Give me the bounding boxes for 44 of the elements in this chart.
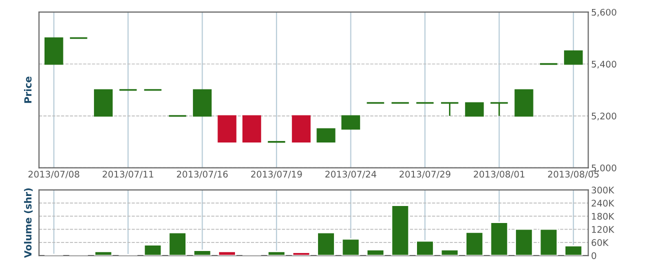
bar — [490, 222, 509, 256]
bar — [366, 248, 385, 256]
bar — [539, 228, 558, 256]
bar — [440, 248, 460, 256]
candlestick — [316, 128, 336, 143]
x-tick-label: 2013/07/16 — [176, 170, 228, 178]
bar — [465, 231, 484, 256]
y-tick-label: 180K — [592, 212, 614, 220]
bar — [168, 232, 187, 256]
y-tick-label: 5,000 — [592, 164, 616, 172]
y-tick-label: 60K — [592, 239, 609, 246]
y-axis-title: Volume (shr) — [24, 188, 33, 258]
y-tick-label: 5,200 — [592, 112, 616, 120]
candlestick — [465, 102, 484, 117]
x-tick-label: 2013/07/11 — [102, 170, 154, 178]
x-tick-label: 2013/08/01 — [474, 170, 524, 178]
candlestick — [564, 50, 583, 65]
bar — [292, 252, 311, 256]
bar — [390, 204, 410, 256]
x-tick-label: 2013/07/29 — [400, 170, 450, 178]
bar — [341, 238, 360, 256]
y-tick-label: 240K — [592, 200, 614, 207]
bar — [192, 250, 212, 256]
bar — [94, 250, 113, 256]
candlestick — [341, 115, 360, 130]
y-tick-label: 5,400 — [592, 60, 616, 68]
bar — [514, 228, 534, 256]
x-tick-label: 2013/08/05 — [548, 170, 599, 178]
candlestick — [490, 102, 509, 117]
bar — [143, 244, 162, 256]
candlestick — [440, 102, 460, 117]
bar — [316, 232, 336, 256]
y-tick-label: 5,600 — [592, 8, 616, 17]
x-tick-label: 2013/07/08 — [28, 170, 80, 178]
x-tick-label: 2013/07/19 — [251, 170, 302, 178]
y-tick-label: 0 — [592, 252, 596, 260]
y-tick-label: 300K — [592, 186, 614, 194]
bar — [416, 240, 434, 256]
y-axis-title: Price — [24, 76, 32, 103]
y-tick-label: 120K — [592, 226, 614, 233]
x-tick-label: 2013/07/24 — [325, 170, 376, 178]
bar — [218, 250, 236, 256]
bar — [267, 250, 286, 256]
bar — [564, 245, 583, 256]
